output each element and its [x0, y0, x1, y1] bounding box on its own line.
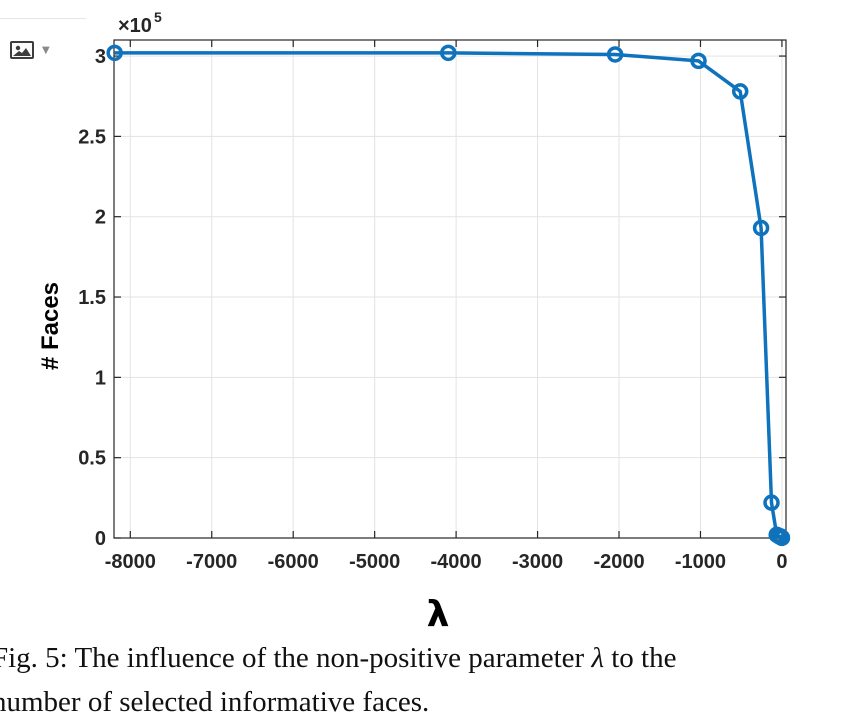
y-exponent-base: ×10 [118, 15, 152, 37]
image-icon[interactable] [10, 41, 34, 59]
x-tick-label: 0 [776, 551, 787, 573]
axis-ticks [114, 40, 786, 539]
x-tick-label: -6000 [268, 551, 319, 573]
data-point [773, 529, 791, 547]
series-layer [106, 44, 791, 547]
x-tick-label: -2000 [593, 551, 644, 573]
tick-labels: -8000 -7000 -6000 -5000 -4000 -3000 -2000 -1000… [78, 46, 787, 573]
data-point [752, 219, 770, 237]
caption-line1-prefix: Fig. 5: The influence of the non-positiv… [0, 642, 592, 674]
y-exponent-power: 5 [154, 9, 162, 25]
series-line [114, 51, 784, 540]
y-tick-label: 3 [95, 46, 106, 68]
y-tick-label: 2 [95, 207, 106, 229]
x-tick-label: -7000 [186, 551, 237, 573]
data-point [731, 83, 749, 100]
x-tick-label: -8000 [105, 551, 156, 573]
chevron-down-icon[interactable]: ▼ [42, 44, 50, 56]
data-point [606, 46, 624, 63]
chart-figure: -8000 -7000 -6000 -5000 -4000 -3000 -2000 -1000… [37, 9, 791, 630]
y-axis-title: # Faces [37, 282, 64, 370]
data-point [106, 44, 123, 62]
data-point [690, 52, 707, 70]
y-tick-label: 2.5 [78, 126, 106, 148]
x-tick-label: -5000 [349, 551, 400, 573]
y-tick-label: 1.5 [78, 287, 106, 309]
x-tick-label: -1000 [675, 551, 726, 573]
grid [114, 40, 786, 539]
figure-caption: Fig. 5: The influence of the non-positiv… [0, 636, 846, 724]
caption-lambda-symbol: λ [591, 642, 604, 674]
data-point [763, 494, 780, 511]
caption-line1-suffix: to the [604, 642, 677, 674]
y-tick-label: 1 [95, 367, 106, 389]
x-tick-label: -3000 [512, 551, 563, 573]
y-tick-label: 0 [95, 528, 106, 550]
figure-toolbar: ▼ [0, 28, 86, 72]
plot-area [113, 39, 787, 539]
x-axis-title: λ [427, 594, 450, 630]
toolbar-divider [0, 18, 86, 19]
data-point [440, 44, 457, 62]
y-tick-label: 0.5 [78, 448, 106, 470]
caption-line2: number of selected informative faces. [0, 686, 430, 718]
x-tick-label: -4000 [431, 551, 482, 573]
